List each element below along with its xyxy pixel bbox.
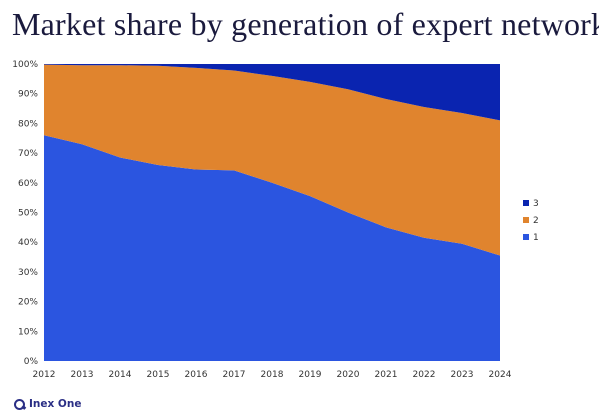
x-axis: 2012 2013 2014 2015 2016 2017 2018 2019 2020 2021… <box>33 370 512 380</box>
inex-one-logo: Inex One <box>14 398 81 410</box>
chart-areas <box>44 64 500 361</box>
page-title: Market share by generation of expert net… <box>12 6 599 42</box>
x-tick-label: 2012 <box>33 370 56 380</box>
y-tick-label: 90% <box>18 90 38 100</box>
chart-legend: 3 2 1 <box>523 199 539 243</box>
legend-swatch-3 <box>523 200 529 206</box>
y-tick-label: 10% <box>18 327 38 337</box>
y-tick-label: 80% <box>18 119 38 129</box>
legend-label-2: 2 <box>533 216 539 226</box>
legend-label-3: 3 <box>533 199 539 209</box>
y-tick-label: 100% <box>12 60 38 70</box>
x-tick-label: 2017 <box>223 370 246 380</box>
y-axis: 0% 10% 20% 30% 40% 50% 60% 70% 80% 90% 100% <box>12 60 38 367</box>
y-tick-label: 50% <box>18 209 38 219</box>
y-tick-label: 20% <box>18 298 38 308</box>
legend-swatch-1 <box>523 234 529 240</box>
x-tick-label: 2013 <box>71 370 94 380</box>
x-tick-label: 2022 <box>413 370 436 380</box>
area-series-1 <box>44 135 500 361</box>
x-tick-label: 2018 <box>261 370 284 380</box>
logo-text: Inex One <box>29 398 82 410</box>
x-tick-label: 2024 <box>489 370 512 380</box>
y-tick-label: 40% <box>18 238 38 248</box>
y-tick-label: 70% <box>18 149 38 159</box>
x-tick-label: 2014 <box>109 370 132 380</box>
y-tick-label: 0% <box>24 357 39 367</box>
x-tick-label: 2023 <box>451 370 474 380</box>
y-tick-label: 60% <box>18 179 38 189</box>
inex-one-logo-icon <box>14 398 25 410</box>
area-series-3 <box>44 64 500 121</box>
x-tick-label: 2015 <box>147 370 170 380</box>
legend-label-1: 1 <box>533 233 539 243</box>
y-tick-label: 30% <box>18 268 38 278</box>
x-tick-label: 2019 <box>299 370 322 380</box>
x-tick-label: 2016 <box>185 370 208 380</box>
x-tick-label: 2020 <box>337 370 360 380</box>
legend-swatch-2 <box>523 217 529 223</box>
x-tick-label: 2021 <box>375 370 398 380</box>
area-series-2 <box>44 64 500 256</box>
